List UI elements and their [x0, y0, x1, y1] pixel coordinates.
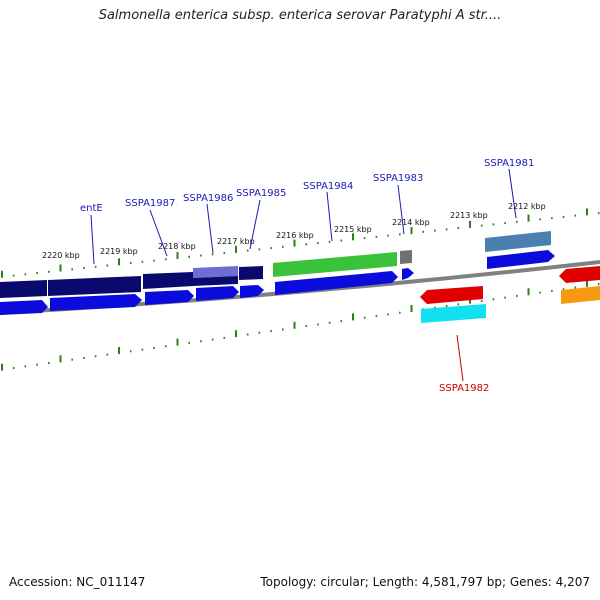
- inner-tick-row: [1, 279, 600, 371]
- gene-label-sspa1987[interactable]: SSPA1987: [125, 198, 175, 209]
- leader-sspa1982: [456, 334, 464, 382]
- kbp-label: 2219 kbp: [100, 247, 138, 256]
- gene-label-sspa1983[interactable]: SSPA1983: [373, 173, 423, 184]
- kbp-label: 2214 kbp: [392, 218, 430, 227]
- gene-label-sspa1986[interactable]: SSPA1986: [183, 193, 233, 204]
- gene-arrow-sspa1987[interactable]: [145, 290, 194, 305]
- map-title: Salmonella enterica subsp. enterica sero…: [98, 8, 502, 23]
- gene-block-sspa1985-dark[interactable]: [239, 266, 263, 280]
- kbp-label: 2220 kbp: [42, 251, 80, 260]
- gene-arrow-right-red[interactable]: [559, 266, 600, 283]
- accession-text: Accession: NC_011147: [9, 575, 146, 589]
- gene-label-sspa1984[interactable]: SSPA1984: [303, 181, 353, 192]
- gene-block-sspa1987-dark[interactable]: [143, 272, 193, 289]
- gene-arrow-sspa1981[interactable]: [487, 250, 555, 269]
- gene-block-sspa1982-cyan[interactable]: [421, 304, 486, 323]
- gene-block-sspa1986-lavender[interactable]: [193, 266, 238, 278]
- kbp-label: 2218 kbp: [158, 242, 196, 251]
- gene-label-sspa1985[interactable]: SSPA1985: [236, 188, 286, 199]
- gene-label-sspa1981[interactable]: SSPA1981: [484, 158, 534, 169]
- gene-labels[interactable]: entE SSPA1987 SSPA1986 SSPA1985 SSPA1984…: [80, 158, 534, 394]
- leader-sspa1984: [326, 191, 333, 242]
- gene-block-sspa1983-gray[interactable]: [400, 250, 412, 264]
- gene-block-ente-dark[interactable]: [48, 276, 141, 296]
- genome-summary-text: Topology: circular; Length: 4,581,797 bp…: [260, 575, 590, 589]
- kbp-label: 2216 kbp: [276, 231, 314, 240]
- gene-block-left-dark[interactable]: [0, 280, 47, 298]
- gene-arrow-ente[interactable]: [50, 294, 142, 311]
- kbp-label: 2215 kbp: [334, 225, 372, 234]
- gene-label-sspa1982[interactable]: SSPA1982: [439, 383, 489, 394]
- gene-arrow-sspa1982-red[interactable]: [420, 286, 483, 304]
- gene-arrow-sspa1984[interactable]: [275, 271, 398, 295]
- gene-block-sspa1984-green[interactable]: [273, 252, 397, 277]
- outer-tick-row: [1, 208, 600, 278]
- kbp-label: 2217 kbp: [217, 237, 255, 246]
- gene-block-right-orange[interactable]: [561, 286, 600, 304]
- kbp-scale: 2220 kbp 2219 kbp 2218 kbp 2217 kbp 2216…: [42, 202, 546, 260]
- gene-label-ente[interactable]: entE: [80, 203, 103, 214]
- leader-sspa1986: [206, 203, 214, 254]
- gene-block-sspa1981-steel[interactable]: [485, 231, 551, 252]
- leader-sspa1981: [508, 168, 517, 219]
- gene-arrow-sspa1985[interactable]: [240, 285, 264, 298]
- leader-ente: [90, 214, 95, 265]
- leader-sspa1985: [249, 199, 261, 250]
- kbp-label: 2212 kbp: [508, 202, 546, 211]
- gene-arrow-sspa1983[interactable]: [402, 268, 414, 280]
- gene-block-sspa1986-dark[interactable]: [193, 276, 238, 286]
- gene-arrow-sspa1986[interactable]: [196, 286, 239, 301]
- leader-sspa1987: [149, 209, 168, 257]
- leader-lines: [90, 168, 517, 382]
- gene-arrow-left[interactable]: [0, 300, 48, 315]
- leader-sspa1983: [397, 184, 405, 235]
- kbp-label: 2213 kbp: [450, 211, 488, 220]
- feature-blocks[interactable]: [0, 231, 600, 323]
